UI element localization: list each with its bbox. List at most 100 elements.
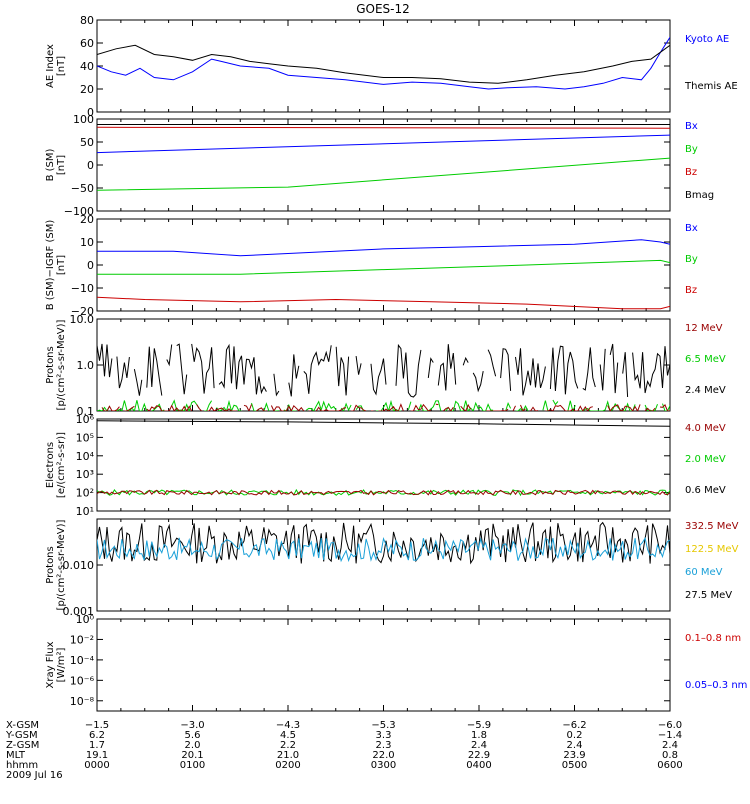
series-line-6-5-mev [553,400,558,405]
series-line-themis-ae [97,45,670,83]
y-tick-label: 0 [87,259,94,272]
x-row-value: 0200 [275,760,300,771]
series-line-2-4-mev [356,356,361,375]
series-line-2-4-mev [97,344,112,377]
series-line-2-4-mev [117,357,129,389]
series-line-6-5-mev [543,401,548,411]
legend-entry: 2.4 MeV [685,385,726,396]
y-tick-label: 10⁶ [76,413,95,426]
series-line-2-4-mev [274,374,279,395]
series-line-by [97,158,670,190]
series-line-2-4-mev [600,349,605,391]
series-line-2-4-mev [583,347,596,390]
series-line-6-5-mev [264,404,269,411]
series-line-12-mev [244,404,252,411]
y-axis-label-line: [nT] [56,155,67,175]
y-axis-label: B (SM)−IGRF (SM)[nT] [45,220,67,311]
y-tick-label: 1.0 [77,359,95,372]
series-line-12-mev [486,409,509,411]
series-line-2-4-mev [219,345,266,394]
legend-entry: Themis AE [684,81,738,92]
series-group [97,125,670,191]
series-line-2-4-mev [192,344,214,394]
series-group [97,240,670,309]
series-line-6-5-mev [408,402,411,410]
series-line-2-4-mev [428,359,433,378]
legend-entry: Bmag [685,190,714,201]
x-row-value: 0100 [180,760,205,771]
y-axis-label-line: Xray Flux [45,641,56,688]
y-tick-label: 0.010 [63,559,95,572]
y-tick-label: 60 [80,37,94,50]
y-axis-label-line: B (SM) [45,148,56,181]
y-tick-label: 10⁵ [76,431,94,444]
y-axis-label-line: [p/(cm²-s-sr-MeV)] [56,319,67,410]
series-line-bz [97,127,670,128]
y-tick-label: −10 [71,282,94,295]
y-axis-label-line: [p/(cm²-s-sr-MeV)] [56,519,67,610]
series-group [97,523,670,564]
series-line-2-4-mev [516,348,546,395]
series-line-2-4-mev [134,369,141,396]
legend-entry: 27.5 MeV [685,590,732,601]
series-line-6-5-mev [217,402,242,411]
series-group [97,421,670,496]
y-tick-label: 10⁻² [70,633,94,646]
y-axis-label: Electrons[e/(cm²-s-sr)] [45,432,67,498]
y-tick-label: 10¹ [76,505,94,518]
y-tick-label: 10⁻⁴ [70,654,95,667]
y-axis-label: AE Index[nT] [45,44,67,88]
legend-entry: 60 MeV [685,567,723,578]
y-tick-label: 10⁴ [76,450,95,463]
series-line-kyoto-ae [97,37,670,89]
series-line-bx [97,240,670,256]
y-tick-label: 0 [87,159,94,172]
y-axis-label-line: AE Index [45,44,56,88]
x-row-value: 0400 [466,760,491,771]
legend-entry: Bx [685,121,698,132]
y-axis-label-line: Protons [45,346,56,383]
series-line-12-mev [197,405,202,412]
y-tick-label: 20 [80,213,94,226]
series-line-2-4-mev [623,352,628,397]
y-tick-label: 100 [73,113,94,126]
series-line-12-mev [443,407,453,411]
y-axis-label-line: [W/m²] [56,647,67,682]
panel-frame [97,20,670,112]
y-tick-label: 10 [80,236,94,249]
series-group [97,344,670,411]
legend-entry: 6.5 MeV [685,354,726,365]
series-line-2-4-mev [463,358,468,365]
panel-frame [97,419,670,511]
x-row-value: 0300 [371,760,396,771]
y-axis-label: Protons[p/(cm²-s-sr-MeV)] [45,519,67,610]
y-axis-label-line: [e/(cm²-s-sr)] [56,432,67,498]
date-label: 2009 Jul 16 [6,770,63,781]
y-axis-label-line: [nT] [56,56,67,76]
series-line-12-mev [531,407,539,411]
plot-title: GOES-12 [356,2,410,16]
series-line-2-4-mev [501,349,511,391]
series-line-2-4-mev [488,350,496,377]
y-tick-label: 50 [80,136,94,149]
legend-entry: Bz [685,167,697,178]
legend-entry: 0.1–0.8 nm [685,633,741,644]
series-line-2-4-mev [177,344,187,394]
series-line-12-mev [513,406,516,411]
y-tick-label: 20 [80,83,94,96]
series-group [97,37,670,89]
panel-5: 10¹10²10³10⁴10⁵10⁶Electrons[e/(cm²-s-sr)… [45,413,726,518]
series-line-6-5-mev [341,404,351,411]
series-line-2-4-mev [633,346,670,393]
x-row-value: 0500 [562,760,587,771]
series-line-6-5-mev [446,401,493,411]
legend-entry: 332.5 MeV [685,521,739,532]
series-line-6-5-mev [376,402,401,411]
series-line-2-4-mev [396,345,421,397]
series-line-2-4-mev [336,347,348,396]
